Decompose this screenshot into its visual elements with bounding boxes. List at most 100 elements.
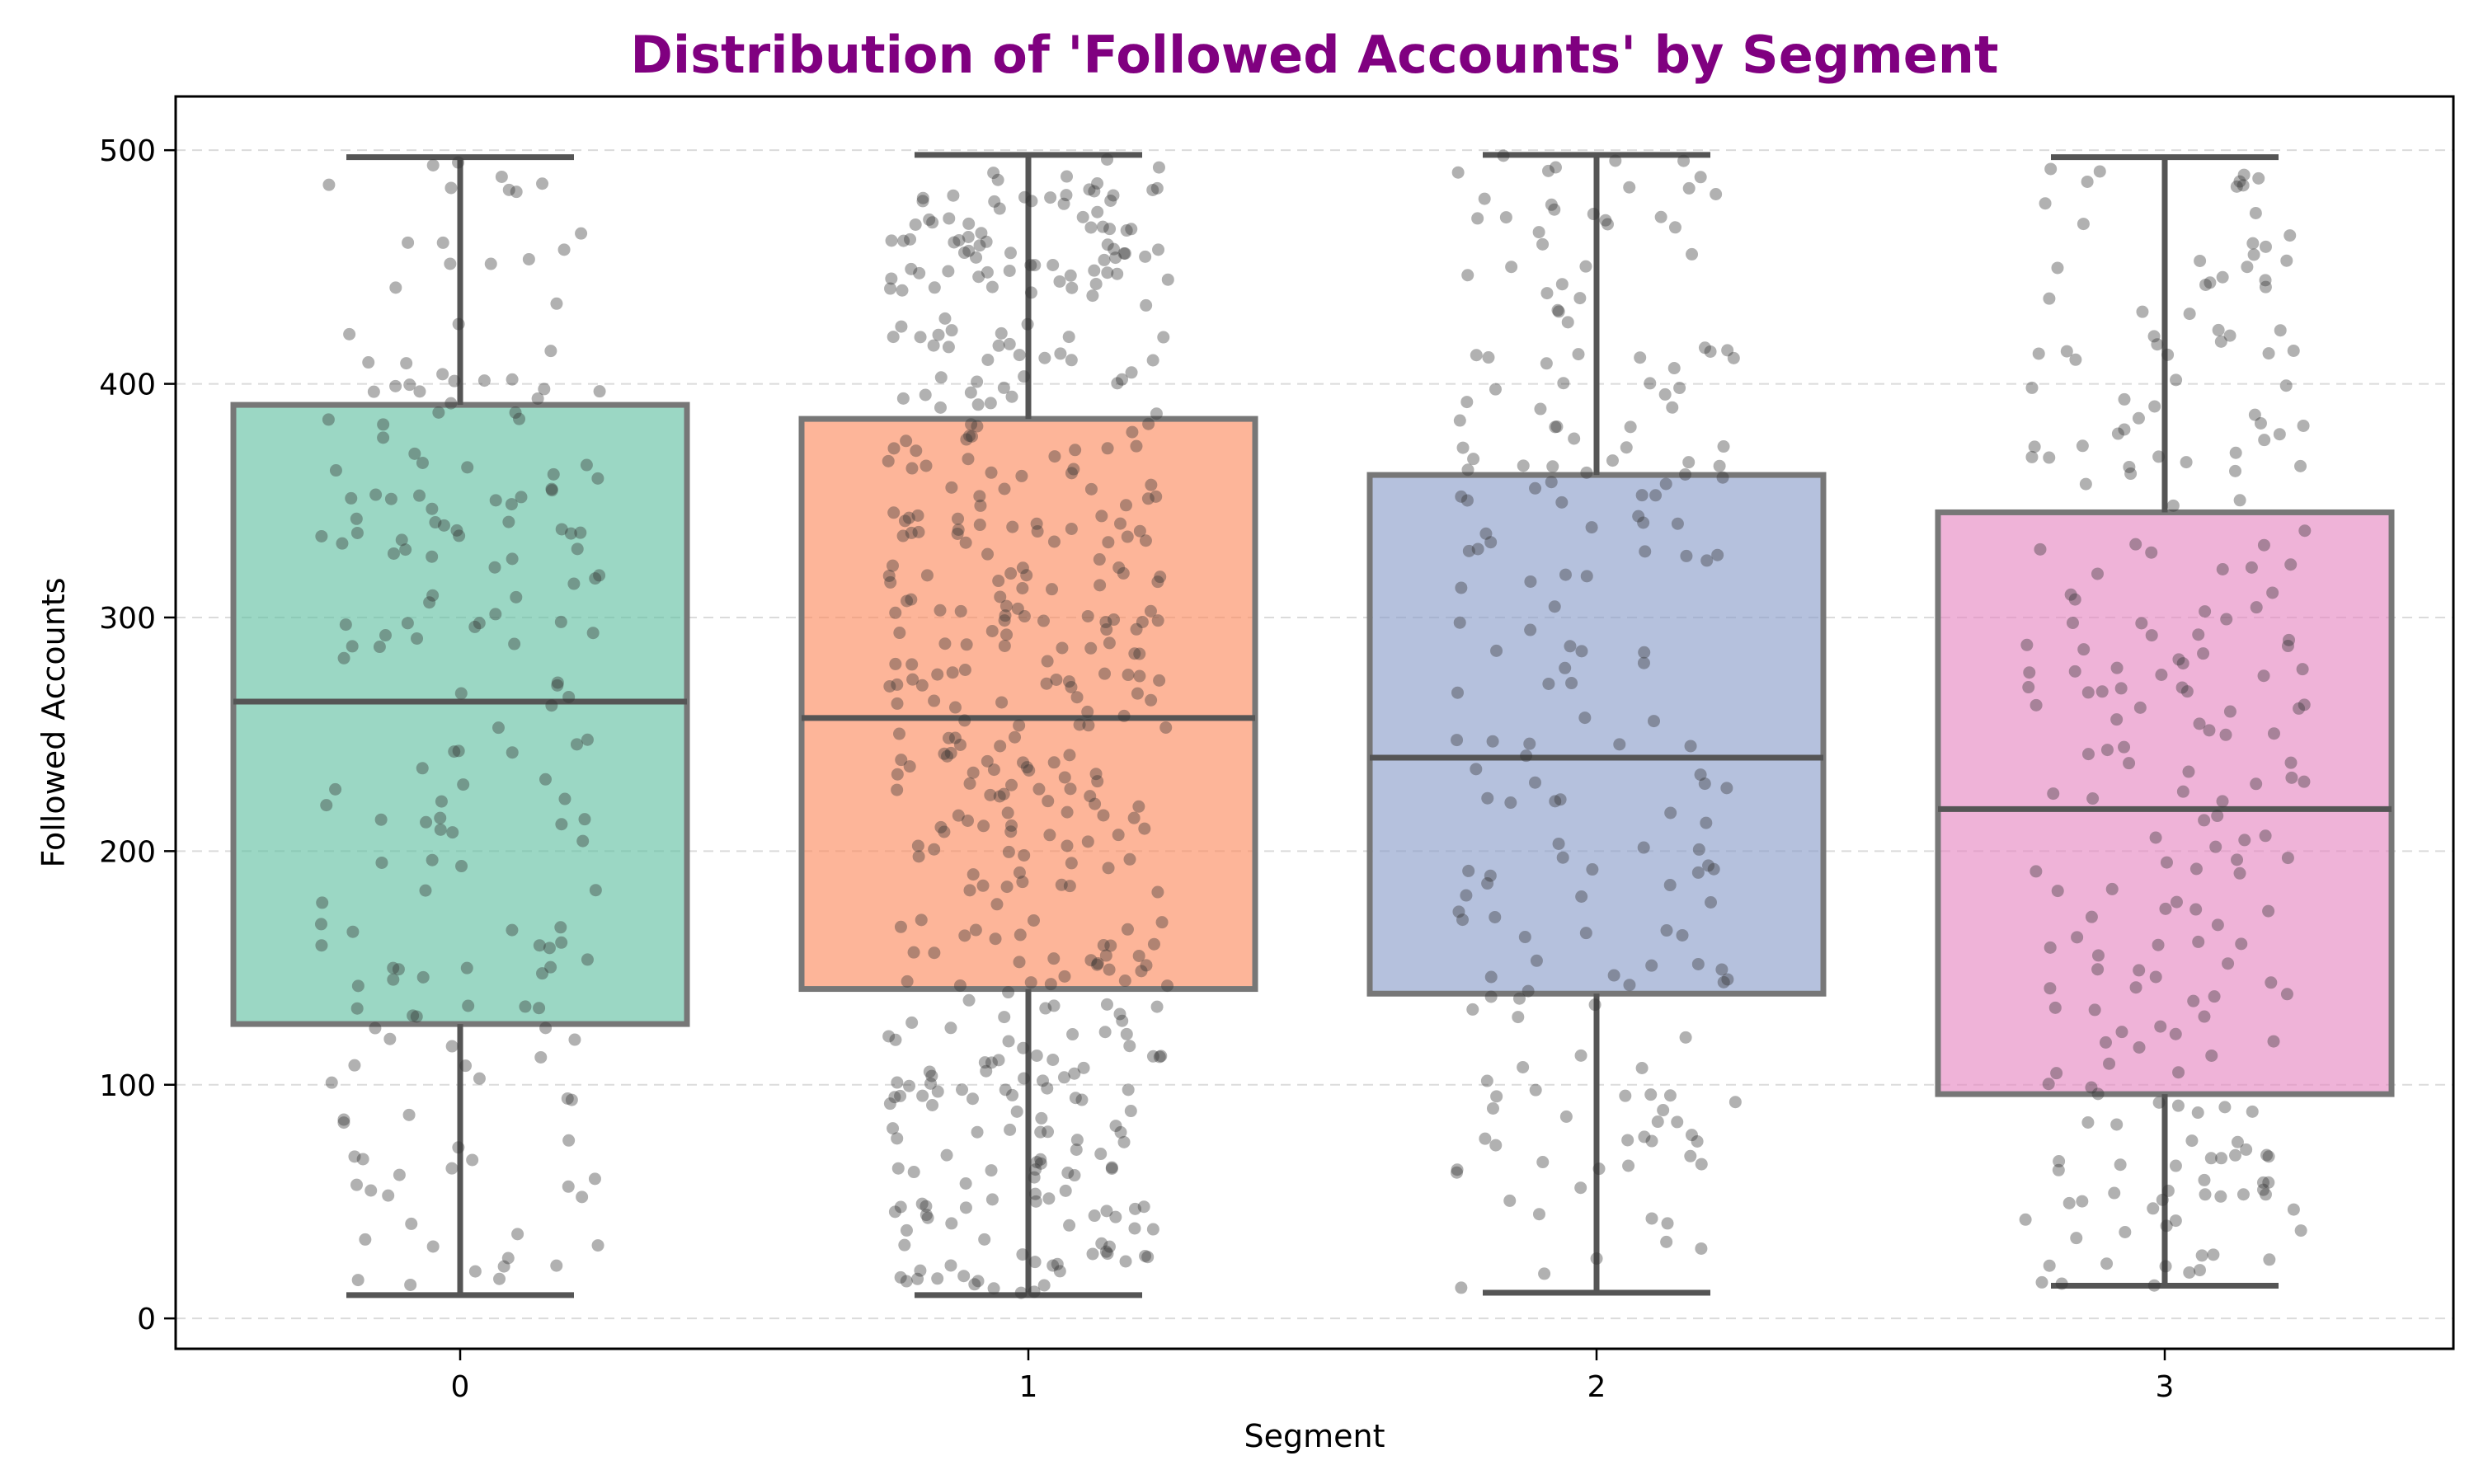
data-point — [1153, 1050, 1166, 1064]
data-point — [1016, 561, 1029, 575]
data-point — [1041, 1082, 1054, 1095]
data-point — [2172, 653, 2185, 666]
data-point — [1484, 536, 1498, 549]
data-point — [971, 420, 984, 433]
data-point — [501, 1252, 515, 1265]
data-point — [1061, 839, 1074, 852]
data-point — [2262, 1176, 2275, 1189]
data-point — [1548, 600, 1561, 613]
data-point — [1150, 181, 1164, 195]
data-point — [967, 868, 980, 881]
data-point — [533, 1002, 546, 1015]
data-point — [2149, 831, 2162, 844]
data-point — [445, 1162, 459, 1175]
data-point — [1068, 1067, 1081, 1080]
data-point — [510, 590, 523, 603]
data-point — [1623, 979, 1636, 992]
data-point — [999, 1083, 1012, 1097]
data-point — [1451, 734, 1464, 747]
data-point — [2086, 792, 2100, 805]
data-point — [1127, 811, 1141, 824]
data-point — [1666, 401, 1679, 414]
data-point — [2060, 345, 2073, 358]
data-point — [1068, 1169, 1081, 1182]
data-point — [1122, 669, 1135, 682]
data-point — [1141, 1251, 1155, 1264]
data-point — [2154, 1020, 2167, 1033]
data-point — [1505, 261, 1518, 274]
data-point — [948, 236, 961, 249]
data-point — [1682, 456, 1696, 469]
data-point — [2246, 1105, 2259, 1118]
data-point — [2262, 347, 2275, 360]
data-point — [346, 925, 360, 938]
data-point — [1016, 876, 1029, 889]
data-point — [1083, 183, 1096, 196]
data-point — [1059, 1184, 1072, 1197]
data-point — [1144, 604, 1157, 618]
data-point — [1058, 771, 1071, 784]
data-point — [411, 632, 424, 645]
data-point — [994, 740, 1007, 753]
data-point — [1695, 1242, 1708, 1255]
data-point — [1677, 154, 1691, 167]
data-point — [963, 777, 976, 790]
data-point — [2044, 162, 2058, 176]
data-point — [1135, 965, 1148, 978]
data-point — [1095, 1237, 1108, 1250]
data-point — [966, 1092, 979, 1106]
data-point — [895, 320, 908, 333]
data-point — [1018, 190, 1031, 204]
data-point — [351, 1274, 365, 1287]
data-point — [1451, 686, 1464, 699]
data-point — [1161, 979, 1174, 993]
data-point — [2233, 175, 2246, 188]
data-point — [1691, 957, 1705, 970]
data-point — [1146, 354, 1159, 367]
data-point — [900, 434, 913, 448]
data-point — [2283, 633, 2296, 646]
data-point — [2265, 976, 2278, 989]
data-point — [1050, 673, 1063, 686]
data-point — [1529, 1083, 1542, 1097]
data-point — [2081, 1115, 2095, 1129]
data-point — [2233, 494, 2246, 507]
data-point — [985, 466, 998, 479]
data-point — [502, 515, 515, 528]
data-point — [426, 1240, 440, 1253]
data-point — [2044, 982, 2057, 995]
data-point — [502, 183, 515, 196]
data-point — [322, 178, 336, 191]
data-point — [902, 511, 915, 524]
data-point — [1599, 214, 1612, 227]
data-point — [989, 932, 1002, 946]
data-point — [1121, 530, 1134, 543]
data-point — [894, 1200, 907, 1214]
data-point — [911, 509, 924, 522]
data-point — [1058, 970, 1071, 983]
data-point — [2076, 439, 2089, 453]
data-point — [2161, 1184, 2175, 1197]
data-point — [315, 939, 328, 952]
data-point — [985, 1164, 998, 1177]
data-point — [591, 472, 604, 485]
data-point — [1123, 1040, 1136, 1053]
data-point — [373, 641, 386, 654]
data-point — [1671, 1115, 1684, 1129]
data-point — [985, 624, 999, 637]
data-point — [436, 236, 449, 249]
data-point — [1040, 677, 1053, 690]
data-point — [2019, 1213, 2032, 1226]
data-point — [948, 701, 962, 714]
box-segment-2 — [1366, 152, 1827, 1296]
data-point — [1545, 198, 1558, 211]
data-point — [1005, 819, 1018, 832]
data-point — [1157, 331, 1170, 344]
data-point — [1119, 499, 1132, 512]
data-point — [1145, 693, 1158, 707]
data-point — [2100, 744, 2114, 757]
data-point — [1102, 862, 1115, 875]
data-point — [954, 604, 967, 618]
data-point — [894, 920, 907, 933]
data-point — [1024, 259, 1037, 272]
